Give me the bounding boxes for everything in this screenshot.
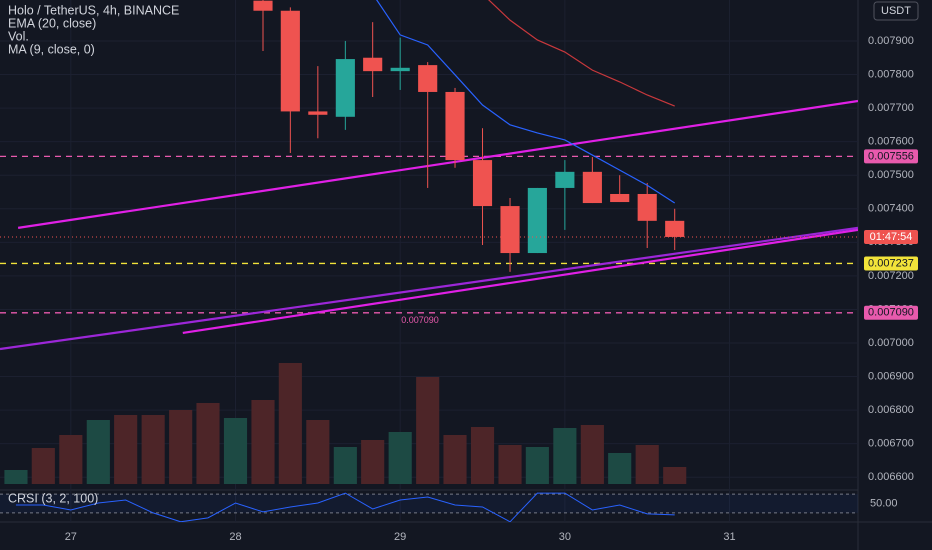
y-tick-label: 0.006600 [868, 471, 914, 483]
volume-bar [169, 410, 193, 484]
candle-body [308, 111, 328, 115]
volume-bar [388, 432, 412, 484]
level-label: 0.007237 [868, 257, 914, 269]
level-label-box [864, 149, 918, 164]
crsi-tick-label: 50.00 [870, 497, 898, 509]
volume-bar [278, 363, 302, 484]
level-annotation: 0.007090 [401, 315, 439, 325]
trend-line [0, 226, 858, 351]
y-tick-label: 0.007900 [868, 35, 914, 47]
y-tick-label: 0.006900 [868, 370, 914, 382]
chart-title: Holo / TetherUS, 4h, BINANCE [8, 3, 179, 17]
indicator-line [376, 0, 676, 204]
volume-bar [306, 420, 330, 484]
y-tick-label: 0.006700 [868, 438, 914, 450]
level-label: 0.007090 [868, 307, 914, 319]
candle-body [637, 193, 657, 221]
volume-bar [333, 447, 357, 484]
volume-bar [663, 467, 687, 484]
y-tick-label: 0.007500 [868, 169, 914, 181]
trend-line [17, 99, 858, 229]
volume-bar [553, 428, 577, 484]
trend-line [182, 228, 858, 335]
volume-bar [608, 453, 632, 484]
crsi-line [15, 492, 675, 522]
x-tick-label: 29 [394, 531, 406, 543]
volume-bar [4, 470, 28, 484]
crsi-band [0, 494, 858, 513]
candle-body [582, 171, 602, 204]
y-tick-label: 0.007700 [868, 102, 914, 114]
countdown-label: 01:47:54 [870, 231, 913, 243]
y-tick-label: 0.006800 [868, 404, 914, 416]
volume-bar [470, 427, 495, 484]
x-tick-label: 31 [723, 531, 735, 543]
y-tick-label: 0.007000 [868, 337, 914, 349]
y-tick-label: 0.007200 [868, 270, 914, 282]
x-tick-label: 28 [229, 531, 241, 543]
volume-bar [59, 435, 83, 484]
x-tick-label: 27 [65, 531, 77, 543]
volume-bar [580, 425, 604, 484]
level-label-box [864, 305, 918, 320]
candle-body [665, 220, 685, 237]
volume-bar [251, 400, 275, 484]
y-tick-label: 0.007400 [868, 203, 914, 215]
candle-body [335, 59, 355, 117]
candle-body [527, 187, 547, 254]
volume-bar [635, 445, 659, 484]
candle-body [445, 91, 465, 161]
candle-body [500, 206, 520, 254]
candle-body [363, 57, 383, 72]
price-label-box [864, 229, 918, 244]
legend-entry[interactable]: MA (9, close, 0) [8, 42, 95, 56]
legend-entry[interactable]: EMA (20, close) [8, 16, 96, 30]
currency: USDT [881, 5, 911, 17]
legend-entry[interactable]: Vol. [8, 29, 29, 43]
volume-bar [223, 418, 248, 484]
candle-body [253, 0, 273, 11]
candle-body [555, 171, 575, 188]
candle-body [610, 193, 630, 203]
volume-bar [86, 420, 110, 484]
x-tick-label: 30 [559, 531, 571, 543]
candle-body [472, 160, 493, 207]
volume-bar [525, 447, 549, 484]
volume-bar [443, 435, 467, 484]
volume-bar [196, 403, 220, 484]
level-label: 0.007556 [868, 150, 914, 162]
candle-body [418, 65, 438, 92]
volume-bar [141, 415, 165, 484]
y-tick-label: 0.007800 [868, 68, 914, 80]
volume-bar [31, 448, 55, 484]
candle-body [390, 67, 410, 72]
y-tick-label: 0.007600 [868, 136, 914, 148]
volume-bar [361, 440, 385, 484]
indicator-line [487, 0, 675, 107]
volume-bar [498, 445, 522, 484]
candle-body [280, 10, 300, 112]
level-label-box [864, 256, 918, 271]
currency-badge[interactable] [873, 1, 919, 21]
indicator-label[interactable]: CRSI (3, 2, 100) [8, 491, 98, 505]
volume-bar [114, 415, 138, 484]
volume-bar [416, 377, 440, 484]
